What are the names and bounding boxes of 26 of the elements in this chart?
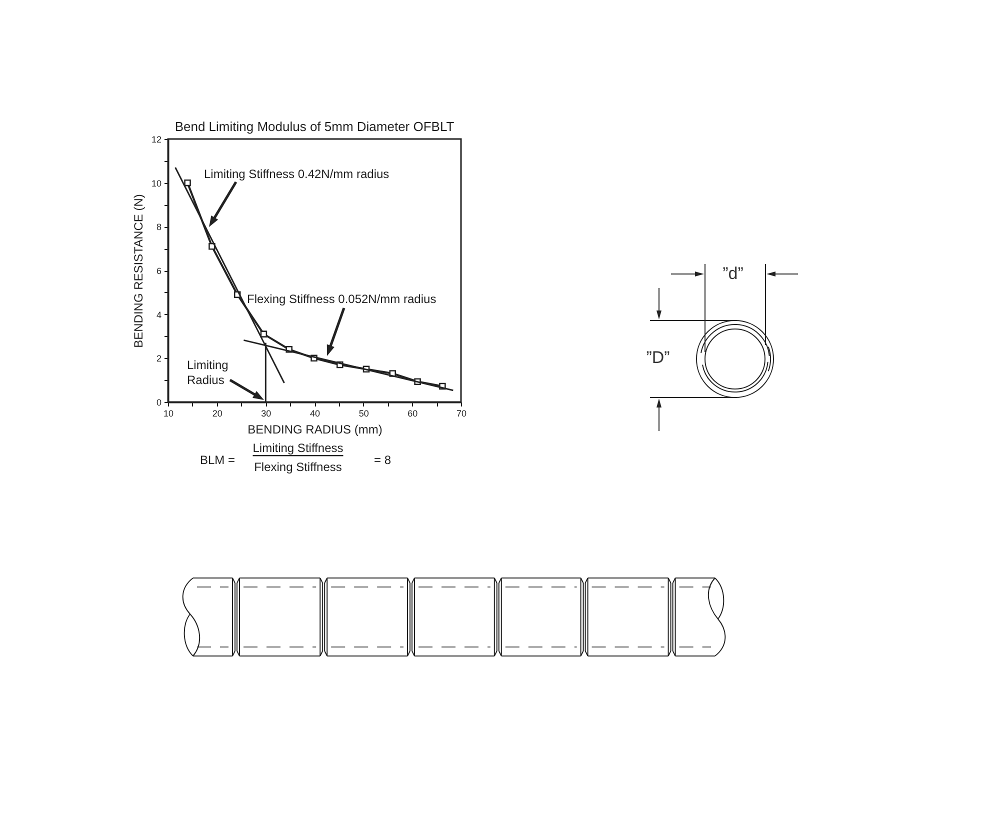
- text: Flexing Stiffness: [254, 460, 342, 474]
- text: BLM =: [200, 453, 236, 467]
- chart-title: Bend Limiting Modulus of 5mm Diameter OFBLT: [174, 119, 454, 134]
- y-tick-label: 2: [156, 354, 162, 364]
- y-tick-label: 0: [156, 398, 162, 408]
- x-tick-label: 20: [212, 408, 222, 418]
- annotation: Limiting Stiffness 0.42N/mm radius: [204, 167, 390, 181]
- annotation: Flexing Stiffness 0.052N/mm radius: [247, 292, 436, 306]
- y-axis-title: BENDING RESISTANCE (N): [131, 194, 146, 348]
- y-tick-label: 10: [151, 178, 162, 188]
- x-tick-label: 30: [261, 408, 272, 418]
- y-tick-label: 6: [156, 266, 162, 276]
- text: ”D”: [646, 348, 670, 366]
- x-tick-label: 10: [163, 408, 174, 418]
- x-tick-label: 70: [456, 408, 467, 418]
- x-tick-label: 50: [358, 408, 369, 418]
- y-tick-label: 4: [156, 310, 162, 320]
- y-tick-label: 8: [156, 222, 162, 232]
- text: ”d”: [722, 264, 744, 282]
- x-tick-label: 60: [408, 408, 418, 418]
- x-tick-label: 40: [310, 408, 320, 418]
- text: = 8: [374, 453, 392, 467]
- x-axis-title: BENDING RADIUS (mm): [248, 422, 382, 436]
- y-tick-label: 12: [151, 134, 162, 144]
- text: Limiting Stiffness: [252, 441, 344, 455]
- annotation: Limiting Radius: [187, 358, 228, 387]
